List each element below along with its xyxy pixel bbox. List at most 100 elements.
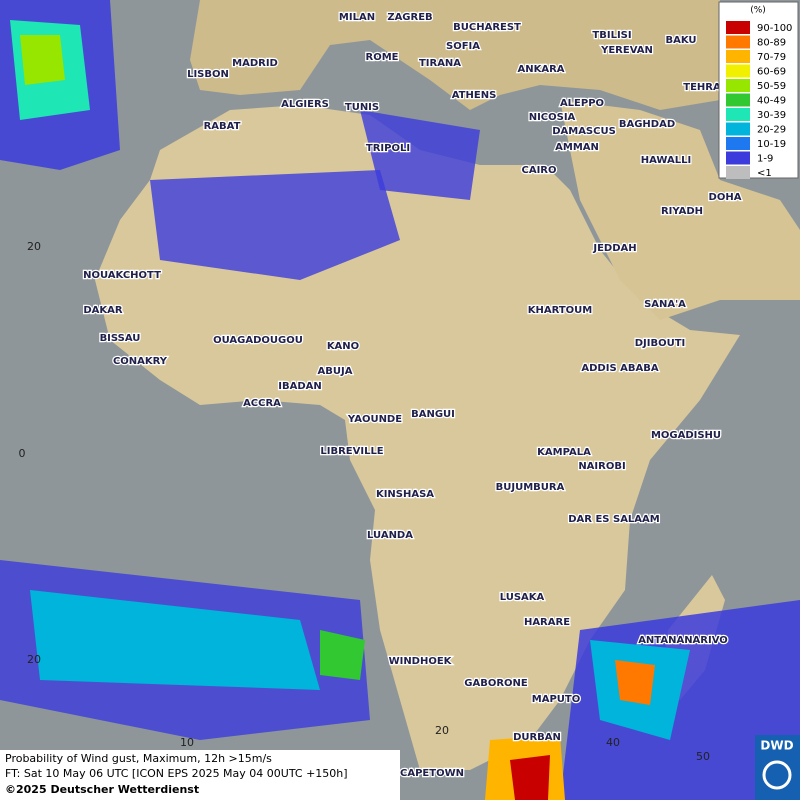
legend-swatch [726, 93, 750, 107]
city-label: YAOUNDE [347, 414, 402, 425]
footer-box [0, 750, 400, 800]
city-label: YEREVAN [600, 45, 653, 56]
city-label: NAIROBI [578, 461, 625, 472]
legend-label: 60-69 [757, 67, 786, 78]
city-label: CONAKRY [113, 356, 168, 367]
city-label: NOUAKCHOTT [83, 270, 161, 281]
logo: DWD [760, 739, 793, 753]
city-label: DJIBOUTI [635, 338, 686, 349]
city-label: MADRID [232, 58, 278, 69]
city-label: DAR ES SALAAM [568, 514, 660, 525]
legend-swatch [726, 137, 750, 150]
city-label: ALEPPO [560, 98, 604, 109]
legend-swatch [726, 79, 750, 92]
city-label: OUAGADOUGOU [213, 335, 303, 346]
city-label: ANKARA [517, 64, 564, 75]
city-label: ADDIS ABABA [581, 363, 658, 374]
city-label: MAPUTO [532, 694, 580, 705]
legend-label: <1 [757, 168, 772, 179]
legend-label: 30-39 [757, 110, 786, 121]
lat-label: 20 [27, 653, 41, 666]
city-label: ABUJA [318, 366, 353, 377]
legend-swatch [726, 21, 750, 34]
city-label: RABAT [204, 121, 241, 132]
city-label: HARARE [524, 617, 570, 628]
footer-line: Probability of Wind gust, Maximum, 12h >… [5, 752, 272, 765]
city-label: TEHRA [683, 82, 721, 93]
footer-line: FT: Sat 10 May 06 UTC [ICON EPS 2025 May… [5, 767, 348, 780]
city-label: SANA'A [644, 299, 686, 310]
legend-title: (%) [750, 6, 766, 16]
city-label: NICOSIA [529, 112, 576, 123]
legend-swatch [726, 64, 750, 78]
city-label: LIBREVILLE [320, 446, 383, 457]
city-label: DAKAR [83, 305, 123, 316]
city-label: CAPETOWN [400, 768, 464, 779]
city-label: LISBON [187, 69, 229, 80]
prob-area [20, 35, 65, 85]
city-label: BUJUMBURA [496, 482, 565, 493]
city-label: TBILISI [592, 30, 631, 41]
legend-swatch [726, 108, 750, 121]
city-label: CAIRO [522, 165, 557, 176]
city-label: MOGADISHU [651, 430, 721, 441]
prob-area [150, 170, 400, 280]
city-label: KANO [327, 341, 359, 352]
city-label: KHARTOUM [528, 305, 593, 316]
legend-label: 90-100 [757, 23, 792, 34]
city-label: JEDDAH [592, 243, 636, 254]
city-label: SOFIA [446, 41, 480, 52]
prob-area [615, 660, 655, 705]
city-label: HAWALLI [641, 155, 691, 166]
prob-area [320, 630, 365, 680]
prob-area [360, 110, 480, 200]
city-label: WINDHOEK [389, 656, 453, 667]
legend-swatch [726, 151, 750, 165]
legend-label: 40-49 [757, 96, 786, 107]
legend-label: 50-59 [757, 81, 786, 92]
city-label: TIRANA [419, 58, 461, 69]
city-label: KAMPALA [537, 447, 591, 458]
legend-swatch [726, 166, 750, 179]
city-label: ANTANANARIVO [638, 635, 728, 646]
prob-area [510, 755, 550, 800]
city-label: ROME [366, 52, 399, 63]
lat-label: 0 [19, 447, 26, 460]
legend-label: 80-89 [757, 38, 786, 49]
city-label: BAKU [665, 35, 696, 46]
city-label: ATHENS [452, 90, 497, 101]
prob-area [30, 590, 320, 690]
city-label: BAGHDAD [619, 119, 675, 130]
europe [190, 0, 720, 110]
city-label: ZAGREB [387, 12, 432, 23]
lat-label: 20 [27, 240, 41, 253]
city-label: ACCRA [243, 398, 281, 409]
legend-swatch [726, 35, 750, 49]
lon-label: 20 [435, 724, 449, 737]
legend-label: 1-9 [757, 154, 773, 165]
legend-label: 10-19 [757, 139, 786, 150]
city-label: MILAN [339, 12, 375, 23]
city-label: DURBAN [513, 732, 561, 743]
city-label: GABORONE [464, 678, 528, 689]
city-label: IBADAN [278, 381, 322, 392]
city-label: DAMASCUS [552, 126, 616, 137]
city-label: KINSHASA [376, 489, 434, 500]
legend-swatch [726, 50, 750, 63]
logo-icon [762, 760, 792, 790]
lon-label: 40 [606, 736, 620, 749]
arabia [560, 100, 800, 320]
legend-label: 70-79 [757, 52, 786, 63]
lon-label: 50 [696, 750, 710, 763]
city-label: LUSAKA [500, 592, 545, 603]
city-label: AMMAN [555, 142, 599, 153]
city-label: TUNIS [345, 102, 379, 113]
city-label: BANGUI [411, 409, 455, 420]
city-label: DOHA [709, 192, 742, 203]
city-label: ALGIERS [281, 99, 329, 110]
city-label: LUANDA [367, 530, 413, 541]
city-label: BISSAU [100, 333, 141, 344]
city-label: RIYADH [661, 206, 703, 217]
legend-label: 20-29 [757, 125, 786, 136]
